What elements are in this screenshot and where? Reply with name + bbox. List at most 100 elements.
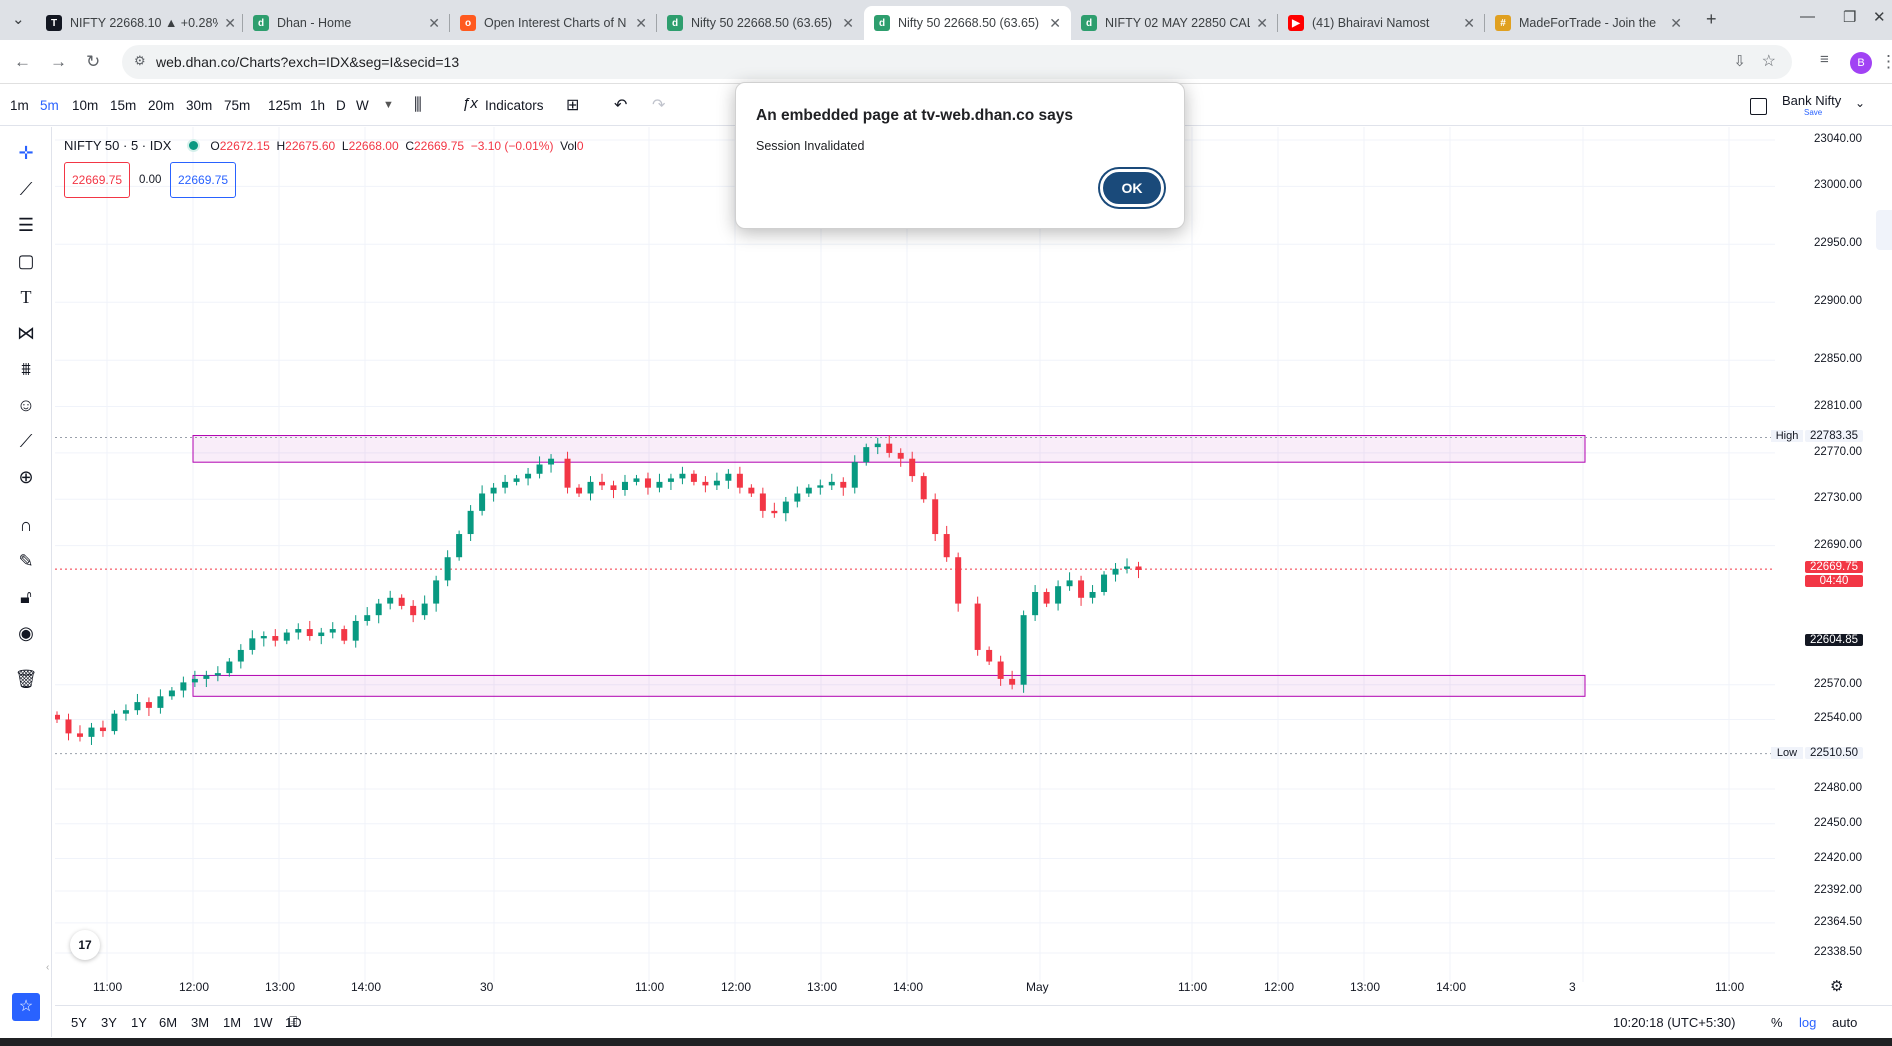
url-field[interactable]: ⚙ web.dhan.co/Charts?exch=IDX&seg=I&seci…	[122, 45, 1792, 79]
layout-grid-icon[interactable]: ⊞	[566, 97, 580, 114]
tab-search-icon[interactable]: ⌄	[12, 11, 25, 28]
timeframe-button[interactable]: 15m	[110, 98, 137, 113]
forward-icon[interactable]: →	[50, 52, 67, 71]
lock-icon[interactable]: 🔓︎	[20, 587, 32, 607]
range-button[interactable]: 1M	[223, 1015, 242, 1030]
price-zone-rect[interactable]	[192, 674, 1586, 697]
reload-icon[interactable]: ↻	[86, 52, 101, 71]
timeframe-button[interactable]: 125m	[268, 98, 302, 113]
browser-tab[interactable]: d Nifty 50 22668.50 (63.65) ✕	[657, 6, 864, 40]
ok-button[interactable]: OK	[1100, 169, 1164, 207]
interval-dropdown-icon[interactable]: ▼	[383, 99, 394, 111]
text-tool-icon[interactable]: T	[20, 287, 32, 307]
browser-tab[interactable]: d Nifty 50 22668.50 (63.65) ✕	[864, 6, 1071, 40]
minimize-button[interactable]: —	[1800, 8, 1815, 25]
timeframe-button[interactable]: 1m	[10, 98, 29, 113]
right-panel-handle[interactable]	[1876, 210, 1892, 250]
tab-close-icon[interactable]: ✕	[635, 14, 647, 31]
range-button[interactable]: 1W	[253, 1015, 273, 1030]
browser-tab[interactable]: # MadeForTrade - Join the ✕	[1485, 6, 1692, 40]
candle-body	[260, 636, 267, 639]
reading-list-icon[interactable]: ≡	[1820, 51, 1829, 68]
log-toggle[interactable]: log	[1799, 1015, 1817, 1030]
profile-avatar[interactable]: B	[1850, 52, 1872, 74]
candle-type-icon[interactable]: ⫼	[414, 95, 422, 114]
candlestick-chart[interactable]	[55, 127, 1805, 982]
eye-icon[interactable]: ◉	[18, 623, 34, 643]
install-app-icon[interactable]: ⇩	[1733, 53, 1746, 70]
forecast-icon[interactable]: ⩩	[21, 359, 31, 379]
tradingview-logo[interactable]: 17	[70, 930, 100, 960]
back-icon[interactable]: ←	[14, 52, 31, 71]
range-button[interactable]: 1Y	[131, 1015, 147, 1030]
symbol-dropdown-icon[interactable]: ⌄	[1855, 96, 1866, 110]
browser-tab[interactable]: ▶ (41) Bhairavi Namost ✕	[1278, 6, 1485, 40]
tab-close-icon[interactable]: ✕	[1256, 14, 1268, 31]
tab-close-icon[interactable]: ✕	[842, 14, 854, 31]
trend-line-icon[interactable]: ⟋	[19, 179, 33, 199]
candle-body	[986, 649, 993, 662]
emoji-icon[interactable]: ☺	[16, 395, 36, 415]
browser-tab[interactable]: o Open Interest Charts of N ✕	[450, 6, 657, 40]
redo-icon[interactable]: ↷	[652, 97, 666, 114]
range-button[interactable]: 6M	[159, 1015, 178, 1030]
site-info-icon[interactable]: ⚙	[134, 53, 146, 68]
indicators-button[interactable]: Indicators	[485, 98, 544, 113]
tab-close-icon[interactable]: ✕	[1049, 14, 1061, 31]
timeframe-button[interactable]: 75m	[224, 98, 251, 113]
browser-tab[interactable]: T NIFTY 22668.10 ▲ +0.28% ✕	[36, 6, 246, 40]
timeframe-button[interactable]: 1h	[310, 98, 326, 113]
range-button[interactable]: 3Y	[101, 1015, 117, 1030]
tab-close-icon[interactable]: ✕	[1463, 14, 1475, 31]
candle-body	[168, 690, 175, 697]
save-link[interactable]: Save	[1804, 108, 1823, 117]
tab-close-icon[interactable]: ✕	[428, 14, 440, 31]
symbol-switch-label[interactable]: Bank Nifty	[1782, 93, 1842, 108]
price-axis-label: 22690.00	[1814, 538, 1862, 551]
rectangle-icon[interactable]: ▢	[17, 251, 35, 271]
clock-display[interactable]: 10:20:18 (UTC+5:30)	[1613, 1015, 1736, 1030]
collapse-toolbar-icon[interactable]: ‹	[46, 962, 50, 973]
magnet-icon[interactable]: ∩	[19, 515, 33, 535]
range-button[interactable]: 5Y	[71, 1015, 87, 1030]
time-axis-label: 13:00	[1350, 980, 1381, 994]
range-button[interactable]: 1D	[285, 1015, 302, 1030]
sell-price-button[interactable]: 22669.75	[64, 162, 131, 198]
ruler-icon[interactable]: ⟋	[19, 431, 33, 451]
browser-tab[interactable]: d NIFTY 02 MAY 22850 CAL ✕	[1071, 6, 1278, 40]
timeframe-button[interactable]: 30m	[186, 98, 213, 113]
timeframe-button[interactable]: 5m	[40, 98, 59, 113]
pattern-icon[interactable]: ⋈	[17, 323, 35, 343]
trash-icon[interactable]: 🗑︎	[14, 669, 38, 689]
tab-close-icon[interactable]: ✕	[224, 14, 236, 31]
menu-icon[interactable]: ⋮	[1880, 52, 1892, 71]
range-button[interactable]: 3M	[191, 1015, 210, 1030]
percent-toggle[interactable]: %	[1771, 1015, 1783, 1030]
zoom-in-icon[interactable]: ⊕	[18, 467, 34, 487]
chart-settings-gear-icon[interactable]: ⚙	[1830, 978, 1844, 995]
restore-button[interactable]: ❐	[1843, 9, 1857, 26]
browser-tab[interactable]: d Dhan - Home ✕	[243, 6, 450, 40]
candle-body	[226, 661, 233, 674]
candle-body	[1066, 580, 1073, 587]
crosshair-icon[interactable]: ✛	[18, 143, 34, 163]
close-window-button[interactable]: ✕	[1873, 9, 1886, 26]
stay-drawing-icon[interactable]: ✎	[18, 551, 34, 571]
tab-close-icon[interactable]: ✕	[1670, 14, 1682, 31]
timeframe-button[interactable]: 20m	[148, 98, 175, 113]
favorites-star-icon[interactable]: ☆	[12, 993, 40, 1021]
buy-price-button[interactable]: 22669.75	[170, 162, 237, 198]
timeframe-button[interactable]: D	[336, 98, 346, 113]
undo-icon[interactable]: ↶	[614, 97, 628, 114]
timeframe-button[interactable]: W	[356, 98, 369, 113]
goto-date-icon[interactable]: ⌸	[289, 1013, 298, 1029]
timeframe-button[interactable]: 10m	[72, 98, 99, 113]
indicators-icon[interactable]: ƒx	[462, 95, 478, 112]
auto-toggle[interactable]: auto	[1832, 1015, 1858, 1030]
compare-checkbox[interactable]	[1750, 98, 1767, 115]
bookmark-star-icon[interactable]: ☆	[1761, 53, 1776, 70]
new-tab-button[interactable]: +	[1706, 9, 1717, 29]
symbol-title[interactable]: NIFTY 50 · 5 · IDX	[64, 138, 172, 153]
fib-levels-icon[interactable]: ☰	[17, 215, 35, 235]
candle-body	[1135, 566, 1142, 570]
